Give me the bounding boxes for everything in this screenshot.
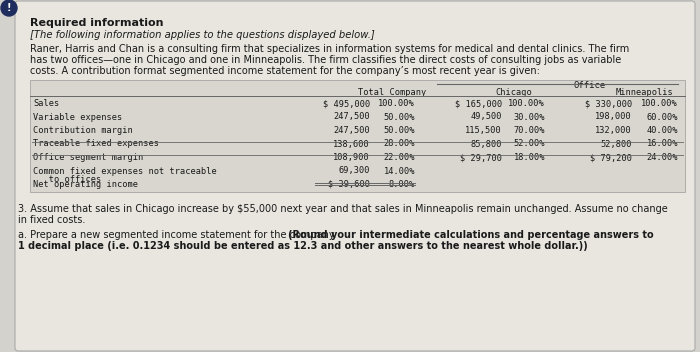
Text: Common fixed expenses not traceable: Common fixed expenses not traceable [33, 166, 217, 176]
Text: 85,800: 85,800 [470, 139, 502, 149]
Text: 24.00%: 24.00% [647, 153, 678, 162]
Text: has two offices—one in Chicago and one in Minneapolis. The firm classifies the d: has two offices—one in Chicago and one i… [30, 55, 622, 65]
Text: Chicago: Chicago [495, 88, 532, 97]
Text: Variable expenses: Variable expenses [33, 113, 122, 121]
Text: 138,600: 138,600 [333, 139, 370, 149]
Text: 69,300: 69,300 [339, 166, 370, 176]
Circle shape [1, 0, 17, 16]
Text: 198,000: 198,000 [595, 113, 632, 121]
Text: Required information: Required information [30, 18, 164, 28]
Text: 70.00%: 70.00% [514, 126, 545, 135]
Text: 16.00%: 16.00% [647, 139, 678, 149]
Text: [The following information applies to the questions displayed below.]: [The following information applies to th… [30, 30, 375, 40]
Text: 52,800: 52,800 [601, 139, 632, 149]
Text: 18.00%: 18.00% [514, 153, 545, 162]
Text: Net operating income: Net operating income [33, 180, 138, 189]
Text: Raner, Harris and Chan is a consulting firm that specializes in information syst: Raner, Harris and Chan is a consulting f… [30, 44, 629, 54]
Text: 60.00%: 60.00% [647, 113, 678, 121]
Text: (Round your intermediate calculations and percentage answers to: (Round your intermediate calculations an… [288, 230, 654, 240]
Text: 50.00%: 50.00% [384, 126, 415, 135]
Text: $ 495,000: $ 495,000 [323, 99, 370, 108]
Text: 247,500: 247,500 [333, 126, 370, 135]
Text: Total Company: Total Company [358, 88, 426, 97]
Text: Sales: Sales [33, 99, 60, 108]
Text: in fixed costs.: in fixed costs. [18, 215, 85, 225]
Text: $ 330,000: $ 330,000 [584, 99, 632, 108]
Text: Office segment margin: Office segment margin [33, 153, 143, 162]
Text: $ 79,200: $ 79,200 [590, 153, 632, 162]
Text: 8.00%: 8.00% [389, 180, 415, 189]
Text: a. Prepare a new segmented income statement for the company.: a. Prepare a new segmented income statem… [18, 230, 339, 240]
Text: costs. A contribution format segmented income statement for the company’s most r: costs. A contribution format segmented i… [30, 66, 540, 76]
Text: Office: Office [574, 81, 606, 90]
Text: 100.00%: 100.00% [641, 99, 678, 108]
Text: Minneapolis: Minneapolis [616, 88, 674, 97]
Text: 100.00%: 100.00% [378, 99, 415, 108]
Text: 1 decimal place (i.e. 0.1234 should be entered as 12.3 and other answers to the : 1 decimal place (i.e. 0.1234 should be e… [18, 241, 588, 251]
FancyBboxPatch shape [30, 80, 685, 192]
Text: 115,500: 115,500 [466, 126, 502, 135]
Text: !: ! [7, 3, 11, 13]
Text: to offices: to offices [33, 175, 102, 184]
Text: Traceable fixed expenses: Traceable fixed expenses [33, 139, 159, 149]
Text: 132,000: 132,000 [595, 126, 632, 135]
Text: 28.00%: 28.00% [384, 139, 415, 149]
Text: 3. Assume that sales in Chicago increase by $55,000 next year and that sales in : 3. Assume that sales in Chicago increase… [18, 204, 668, 214]
Text: $ 39,600: $ 39,600 [328, 180, 370, 189]
Text: 49,500: 49,500 [470, 113, 502, 121]
Text: 50.00%: 50.00% [384, 113, 415, 121]
Text: 247,500: 247,500 [333, 113, 370, 121]
Text: 14.00%: 14.00% [384, 166, 415, 176]
Text: 52.00%: 52.00% [514, 139, 545, 149]
Text: 100.00%: 100.00% [508, 99, 545, 108]
Text: $ 29,700: $ 29,700 [460, 153, 502, 162]
Text: $ 165,000: $ 165,000 [455, 99, 502, 108]
FancyBboxPatch shape [15, 1, 695, 351]
Text: 108,900: 108,900 [333, 153, 370, 162]
Text: 40.00%: 40.00% [647, 126, 678, 135]
Text: 30.00%: 30.00% [514, 113, 545, 121]
Text: Contribution margin: Contribution margin [33, 126, 133, 135]
Text: 22.00%: 22.00% [384, 153, 415, 162]
